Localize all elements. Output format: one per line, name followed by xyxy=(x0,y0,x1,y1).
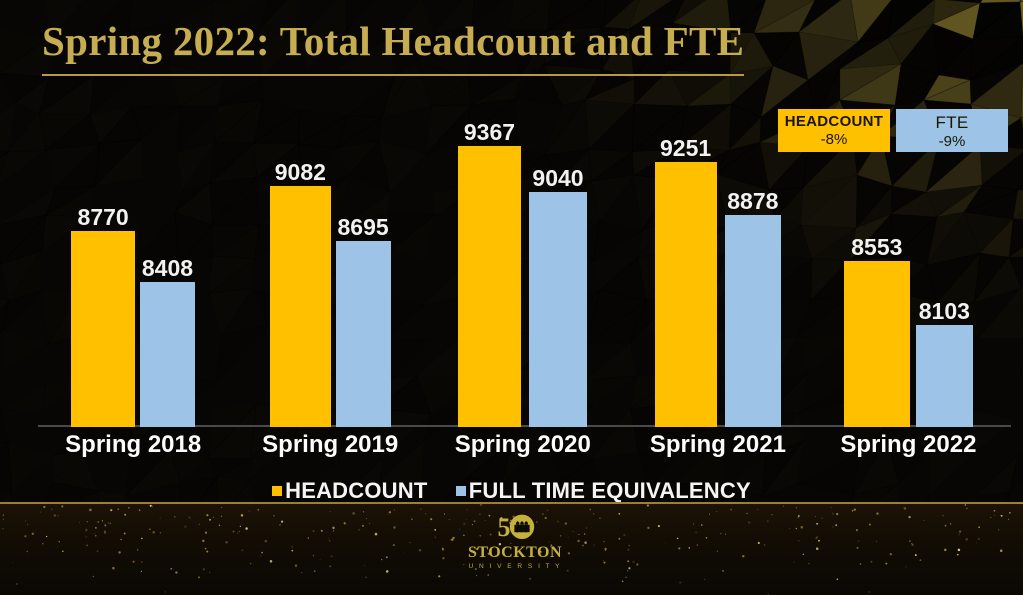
svg-text:5: 5 xyxy=(498,513,511,540)
